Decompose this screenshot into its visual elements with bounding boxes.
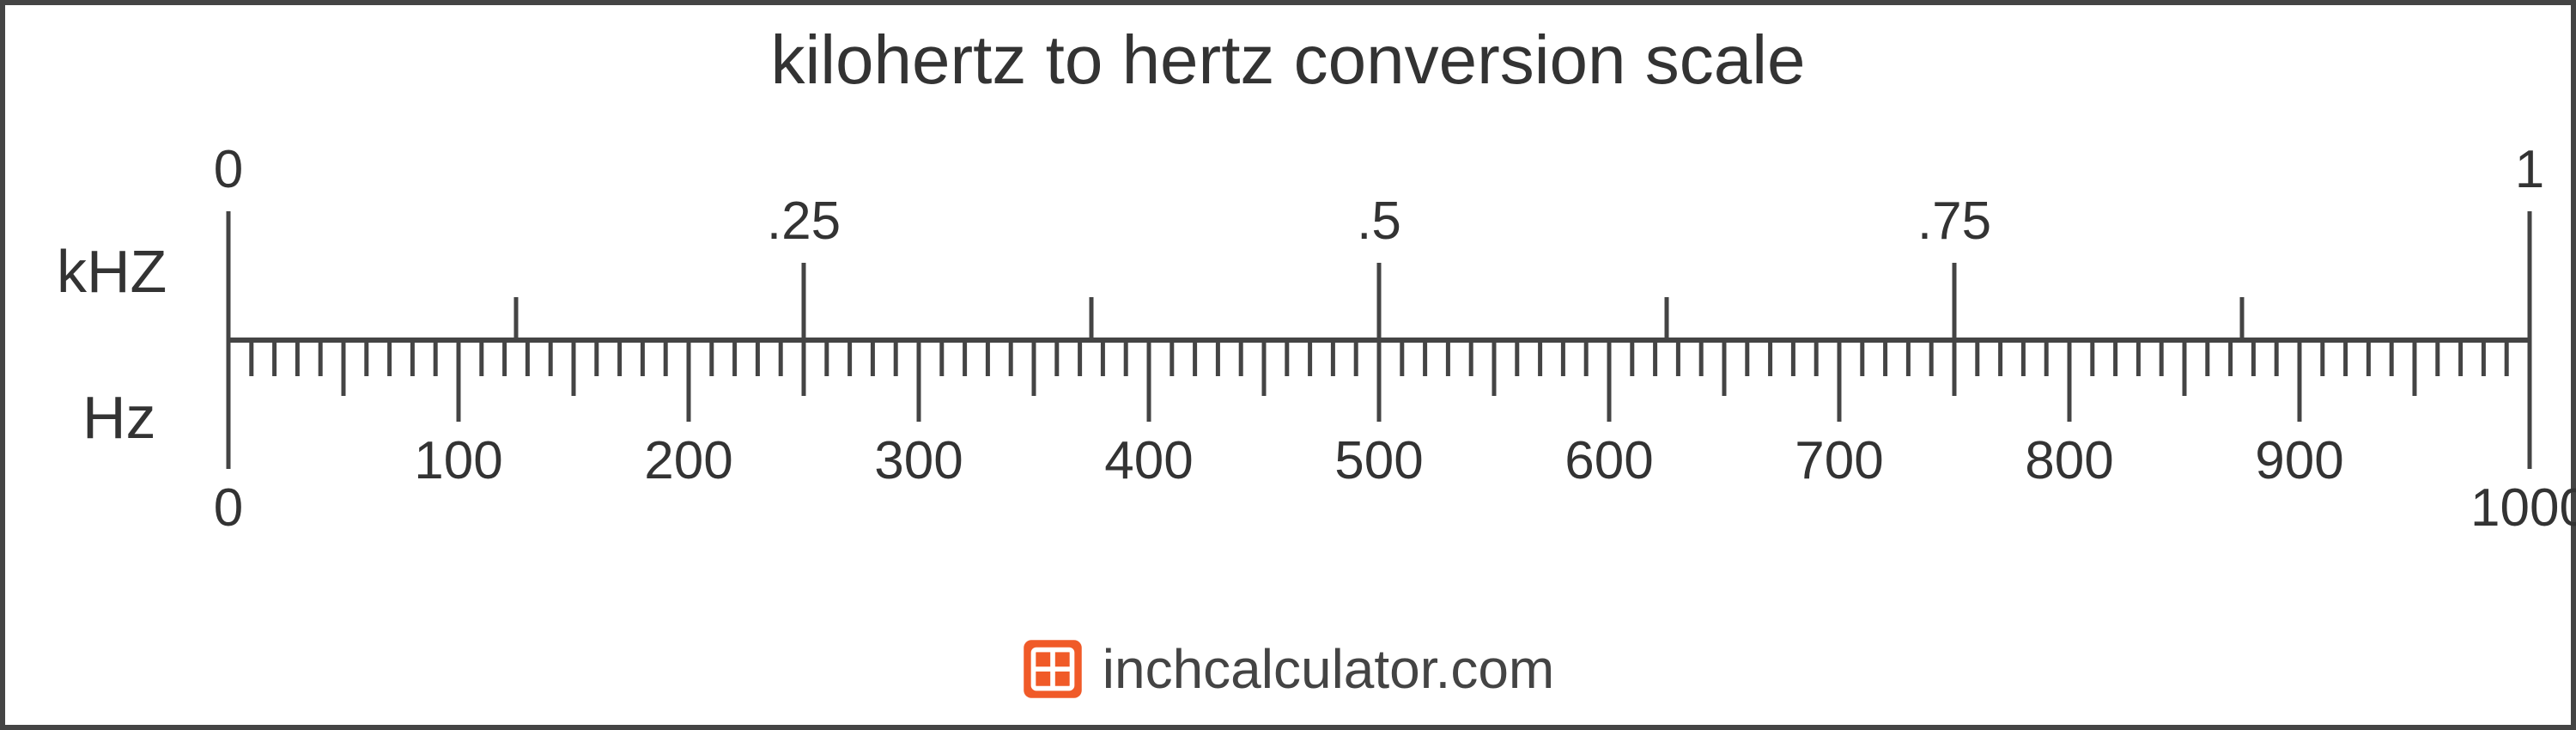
- svg-text:.25: .25: [767, 192, 841, 251]
- svg-text:700: 700: [1795, 431, 1883, 490]
- svg-text:0: 0: [214, 478, 243, 538]
- brand-row: inchcalculator.com: [5, 637, 2571, 701]
- svg-text:.75: .75: [1917, 192, 1991, 251]
- scale-svg: 0.25.5.751010020030040050060070080090010…: [228, 143, 2530, 538]
- unit-label-bottom: Hz: [82, 383, 156, 452]
- unit-label-top: kHZ: [57, 237, 167, 306]
- brand-text: inchcalculator.com: [1103, 637, 1554, 701]
- svg-text:400: 400: [1104, 431, 1193, 490]
- svg-text:600: 600: [1564, 431, 1653, 490]
- svg-text:1: 1: [2515, 140, 2544, 199]
- svg-text:800: 800: [2025, 431, 2113, 490]
- page-title: kilohertz to hertz conversion scale: [5, 21, 2571, 100]
- calculator-icon: [1022, 638, 1084, 700]
- svg-text:.5: .5: [1357, 192, 1401, 251]
- svg-text:200: 200: [644, 431, 732, 490]
- svg-text:0: 0: [214, 140, 243, 199]
- svg-text:500: 500: [1334, 431, 1423, 490]
- svg-text:100: 100: [414, 431, 502, 490]
- svg-text:300: 300: [874, 431, 963, 490]
- svg-text:1000: 1000: [2470, 478, 2576, 538]
- svg-text:900: 900: [2255, 431, 2343, 490]
- conversion-scale-frame: kilohertz to hertz conversion scale kHZ …: [0, 0, 2576, 730]
- conversion-scale: 0.25.5.751010020030040050060070080090010…: [228, 143, 2530, 538]
